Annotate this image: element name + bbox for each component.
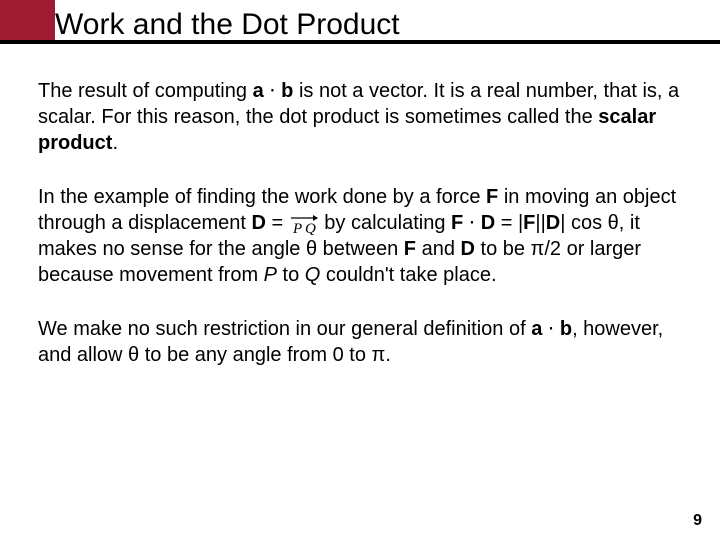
text: We make no such restriction in our gener… [38, 318, 531, 340]
text: In the example of finding the work done … [38, 186, 486, 208]
accent-block [0, 0, 55, 40]
point-Q: Q [305, 264, 321, 286]
slide-title: Work and the Dot Product [55, 8, 400, 42]
text: by calculating [319, 212, 451, 234]
text: || [535, 212, 545, 234]
page-number: 9 [693, 512, 702, 530]
vector-a: a [253, 80, 264, 102]
vector-D: D [481, 212, 495, 234]
paragraph-1: The result of computing a ⋅ b is not a v… [38, 78, 688, 156]
text: to [277, 264, 305, 286]
svg-text:P: P [292, 221, 302, 235]
text: The result of computing [38, 80, 253, 102]
dot-op: ⋅ [463, 212, 480, 234]
text: . [112, 132, 118, 154]
text: = | [495, 212, 523, 234]
vector-D: D [546, 212, 560, 234]
svg-text:Q: Q [305, 221, 316, 235]
vector-F: F [523, 212, 535, 234]
vector-F: F [486, 186, 498, 208]
text: = [266, 212, 289, 234]
vector-b: b [281, 80, 293, 102]
vector-D: D [251, 212, 265, 234]
vector-F: F [404, 238, 416, 260]
vector-D: D [461, 238, 475, 260]
point-P: P [264, 264, 277, 286]
text: and [416, 238, 460, 260]
slide-content: The result of computing a ⋅ b is not a v… [38, 78, 688, 396]
vector-a: a [531, 318, 542, 340]
paragraph-2: In the example of finding the work done … [38, 184, 688, 288]
dot-op: ⋅ [542, 318, 559, 340]
paragraph-3: We make no such restriction in our gener… [38, 316, 688, 368]
text: couldn't take place. [320, 264, 496, 286]
vector-F: F [451, 212, 463, 234]
vector-pq-icon: PQ [289, 213, 319, 235]
vector-b: b [560, 318, 572, 340]
dot-op: ⋅ [264, 80, 281, 102]
